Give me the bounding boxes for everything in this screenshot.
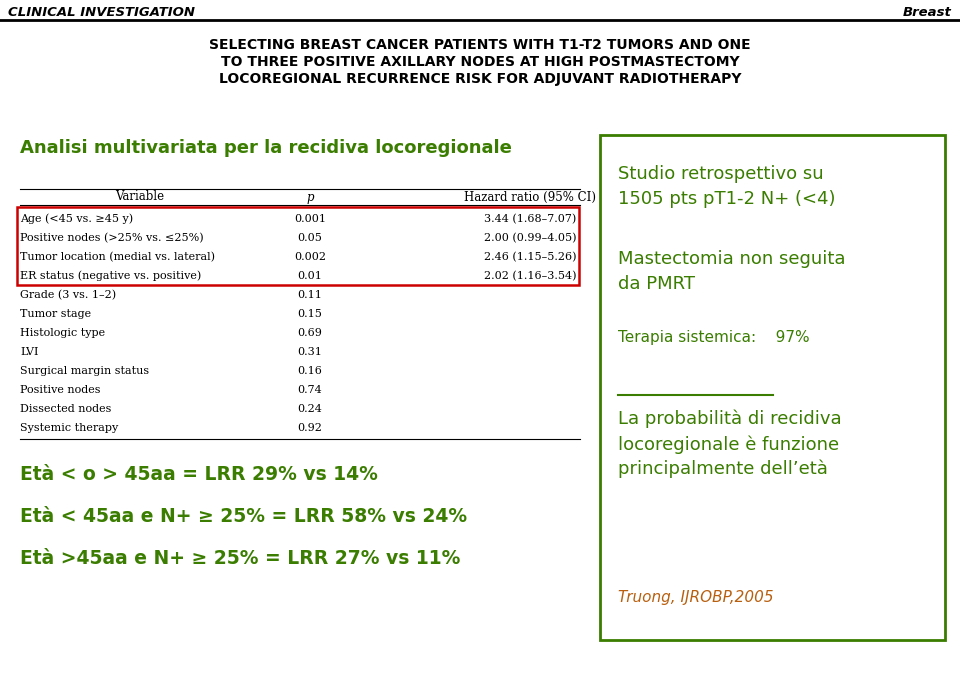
Text: 0.31: 0.31 xyxy=(298,347,323,357)
Text: Età < o > 45aa = LRR 29% vs 14%: Età < o > 45aa = LRR 29% vs 14% xyxy=(20,464,378,484)
Text: Mastectomia non seguita: Mastectomia non seguita xyxy=(618,250,846,268)
Text: p: p xyxy=(306,191,314,204)
Text: Tumor location (medial vs. lateral): Tumor location (medial vs. lateral) xyxy=(20,252,215,262)
Text: 0.24: 0.24 xyxy=(298,404,323,414)
Text: TO THREE POSITIVE AXILLARY NODES AT HIGH POSTMASTECTOMY: TO THREE POSITIVE AXILLARY NODES AT HIGH… xyxy=(221,55,739,69)
Text: 2.00 (0.99–4.05): 2.00 (0.99–4.05) xyxy=(484,233,576,243)
Text: Breast: Breast xyxy=(903,7,952,20)
Text: 0.74: 0.74 xyxy=(298,385,323,395)
Text: Age (<45 vs. ≥45 y): Age (<45 vs. ≥45 y) xyxy=(20,214,133,224)
Text: Età >45aa e N+ ≥ 25% = LRR 27% vs 11%: Età >45aa e N+ ≥ 25% = LRR 27% vs 11% xyxy=(20,548,461,568)
Text: 0.01: 0.01 xyxy=(298,271,323,281)
Text: Positive nodes: Positive nodes xyxy=(20,385,101,395)
Text: 3.44 (1.68–7.07): 3.44 (1.68–7.07) xyxy=(484,214,576,224)
Text: Studio retrospettivo su: Studio retrospettivo su xyxy=(618,165,824,183)
Text: LOCOREGIONAL RECURRENCE RISK FOR ADJUVANT RADIOTHERAPY: LOCOREGIONAL RECURRENCE RISK FOR ADJUVAN… xyxy=(219,72,741,86)
Text: ER status (negative vs. positive): ER status (negative vs. positive) xyxy=(20,270,202,281)
Bar xyxy=(600,135,945,640)
Text: 2.02 (1.16–3.54): 2.02 (1.16–3.54) xyxy=(484,271,576,281)
Text: Positive nodes (>25% vs. ≤25%): Positive nodes (>25% vs. ≤25%) xyxy=(20,233,204,243)
Text: SELECTING BREAST CANCER PATIENTS WITH T1-T2 TUMORS AND ONE: SELECTING BREAST CANCER PATIENTS WITH T1… xyxy=(209,38,751,52)
Text: 0.11: 0.11 xyxy=(298,290,323,300)
Text: 1505 pts pT1-2 N+ (<4): 1505 pts pT1-2 N+ (<4) xyxy=(618,190,835,208)
Text: locoregionale è funzione: locoregionale è funzione xyxy=(618,435,839,454)
Text: 0.15: 0.15 xyxy=(298,309,323,319)
Text: Systemic therapy: Systemic therapy xyxy=(20,423,118,433)
Text: Tumor stage: Tumor stage xyxy=(20,309,91,319)
Text: principalmente dell’età: principalmente dell’età xyxy=(618,460,828,479)
Text: Terapia sistemica:    97%: Terapia sistemica: 97% xyxy=(618,330,809,345)
Bar xyxy=(17,207,579,285)
Text: Grade (3 vs. 1–2): Grade (3 vs. 1–2) xyxy=(20,290,116,300)
Text: Truong, IJROBP,2005: Truong, IJROBP,2005 xyxy=(618,590,774,605)
Text: Histologic type: Histologic type xyxy=(20,328,106,338)
Text: Hazard ratio (95% CI): Hazard ratio (95% CI) xyxy=(464,191,596,204)
Text: CLINICAL INVESTIGATION: CLINICAL INVESTIGATION xyxy=(8,7,195,20)
Text: 0.002: 0.002 xyxy=(294,252,326,262)
Text: La probabilità di recidiva: La probabilità di recidiva xyxy=(618,410,842,428)
Text: Dissected nodes: Dissected nodes xyxy=(20,404,111,414)
Text: LVI: LVI xyxy=(20,347,38,357)
Text: 0.92: 0.92 xyxy=(298,423,323,433)
Text: Analisi multivariata per la recidiva locoregionale: Analisi multivariata per la recidiva loc… xyxy=(20,139,512,157)
Text: Surgical margin status: Surgical margin status xyxy=(20,366,149,376)
Text: Età < 45aa e N+ ≥ 25% = LRR 58% vs 24%: Età < 45aa e N+ ≥ 25% = LRR 58% vs 24% xyxy=(20,507,468,525)
Text: Variable: Variable xyxy=(115,191,164,204)
Text: 0.69: 0.69 xyxy=(298,328,323,338)
Text: 0.16: 0.16 xyxy=(298,366,323,376)
Text: 2.46 (1.15–5.26): 2.46 (1.15–5.26) xyxy=(484,252,576,262)
Text: da PMRT: da PMRT xyxy=(618,275,695,293)
Text: 0.001: 0.001 xyxy=(294,214,326,224)
Text: 0.05: 0.05 xyxy=(298,233,323,243)
